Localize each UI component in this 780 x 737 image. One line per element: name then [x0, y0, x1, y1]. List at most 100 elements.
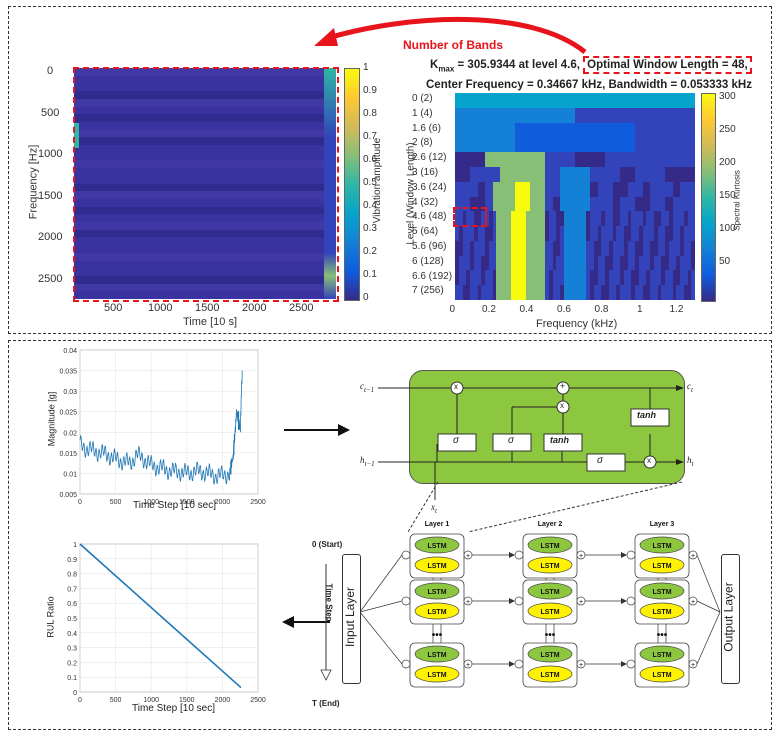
kurtogram-cell: [582, 270, 587, 286]
kurtogram-cell: [575, 240, 580, 257]
kurtogram-cell: [680, 240, 685, 257]
kurtogram-cell: [605, 166, 621, 183]
kurtogram-cell: [507, 211, 512, 227]
kurtogram-cell: [687, 285, 692, 300]
kurtogram-cell: [657, 255, 662, 271]
kurtogram-cell: [466, 211, 471, 227]
raw-xtick: 0: [78, 499, 82, 506]
continuation-dots: •••: [657, 630, 668, 641]
kurtogram-cell: [507, 270, 512, 286]
kurtogram-cell: [485, 255, 490, 271]
spectrogram-colorbar-tick: 0.5: [363, 177, 377, 188]
kurtogram-cell: [518, 226, 523, 242]
lstm-input-node: [401, 596, 411, 606]
lstm-backward-label: LSTM: [427, 609, 446, 616]
kurtogram-level-tick: 2.6 (12): [412, 152, 447, 164]
kurtogram-cell: [485, 196, 493, 212]
lstm-unit: LSTM LSTM +: [514, 579, 586, 625]
kurtogram-cell: [466, 255, 471, 271]
kurtogram-cell: [560, 181, 568, 197]
kurtogram-cell: [492, 240, 497, 257]
kurtogram-cell: [657, 196, 666, 212]
spectrogram-early-region: [74, 123, 79, 148]
kurtogram-cell: [683, 226, 688, 242]
spectrogram-band: [74, 152, 336, 162]
start-label: 0 (Start): [312, 540, 343, 549]
kurtogram-cell: [635, 152, 666, 168]
kurtogram-cell: [653, 255, 658, 271]
kurtogram-cell: [665, 196, 673, 212]
kurtogram-cell: [545, 285, 550, 300]
kurtogram-cell: [657, 270, 662, 286]
kurtogram-cell: [515, 152, 546, 168]
kurtogram-cell: [473, 226, 478, 242]
kurtogram-cell: [620, 270, 625, 286]
kurtogram-cell: [481, 226, 486, 242]
kmax-subscript: max: [438, 64, 455, 74]
kurtogram-cell: [526, 285, 531, 300]
spectrogram-band: [74, 291, 336, 299]
raw-ytick: 0.04: [63, 348, 77, 355]
kurtogram-cell: [657, 285, 662, 300]
kurtogram-cell: [455, 240, 460, 257]
kurtogram-cell: [515, 240, 520, 257]
kurtogram-cell: [548, 211, 553, 227]
input-layer-label: Input Layer: [343, 586, 358, 648]
kurtogram-cell: [515, 285, 520, 300]
kurtogram-cell: [665, 226, 670, 242]
kurtogram-cell: [635, 255, 640, 271]
kurtogram-cell: [665, 166, 681, 183]
kurtogram-cell: [672, 285, 677, 300]
kurtogram-cell: [605, 181, 613, 197]
kurtogram-xtick: 0.4: [519, 304, 534, 315]
kurtogram-cell: [680, 285, 685, 300]
kurtogram-level-tick: 4.6 (48): [412, 211, 447, 223]
raw-chart-xlabel: Time Step [10 sec]: [133, 500, 216, 511]
kurtogram-cell: [485, 152, 516, 168]
kurtogram-cell: [646, 255, 651, 271]
kurtogram-cell: [537, 196, 546, 212]
kurtogram-cell: [672, 211, 677, 227]
kurtogram-subtitle: Center Frequency = 0.34667 kHz, Bandwidt…: [426, 79, 752, 91]
spectrogram-colorbar-tick: 0.1: [363, 269, 377, 280]
spectrogram-band: [74, 168, 336, 177]
kurtogram-cell: [507, 285, 512, 300]
kurtogram-cell: [560, 226, 565, 242]
kurtogram-cell: [515, 181, 523, 197]
kurtogram-cell: [567, 240, 572, 257]
kurtogram-cell: [665, 270, 670, 286]
kurtogram-cell: [556, 270, 561, 286]
rul-line: [79, 543, 242, 689]
kurtogram-cell: [680, 226, 685, 242]
h-prev-sub: t−1: [364, 459, 375, 468]
kurtogram-cell: [597, 285, 602, 300]
lstm-input-node: [514, 550, 524, 560]
kurtogram-cell: [582, 285, 587, 300]
kurtogram-level-tick: 1 (4): [412, 107, 433, 119]
rul-chart-ylabel: RUL Ratio: [45, 596, 56, 638]
layer-connection-arrowhead: [621, 552, 627, 558]
layer-label: Layer 3: [650, 521, 675, 528]
lstm-forward-label: LSTM: [427, 652, 446, 659]
kurtogram-cell: [563, 270, 568, 286]
kurtogram-cell: [590, 181, 598, 197]
input-layer-box: [342, 554, 361, 684]
kurtogram-cell: [552, 211, 557, 227]
kurtogram-cell: [462, 226, 467, 242]
lstm-concat-symbol: +: [579, 662, 583, 669]
lstm-backward-cell: [639, 665, 685, 683]
lstm-unit: LSTM LSTM +: [626, 533, 698, 579]
kurtogram-cell: [458, 240, 463, 257]
kurtogram-cell: [650, 285, 655, 300]
spectrogram-colorbar-tick: 0: [363, 292, 369, 303]
kurtogram-cell: [470, 240, 475, 257]
kurtogram-cell: [496, 285, 501, 300]
lstm-backward-label: LSTM: [427, 563, 446, 570]
lstm-forward-cell: [527, 582, 573, 600]
kurtogram-cell: [635, 226, 640, 242]
lstm-concat-symbol: +: [466, 662, 470, 669]
kurtogram-cell: [597, 240, 602, 257]
kurtogram-cell: [545, 137, 576, 153]
lstm-input-node: [626, 550, 636, 560]
kurtogram-cell: [590, 226, 595, 242]
